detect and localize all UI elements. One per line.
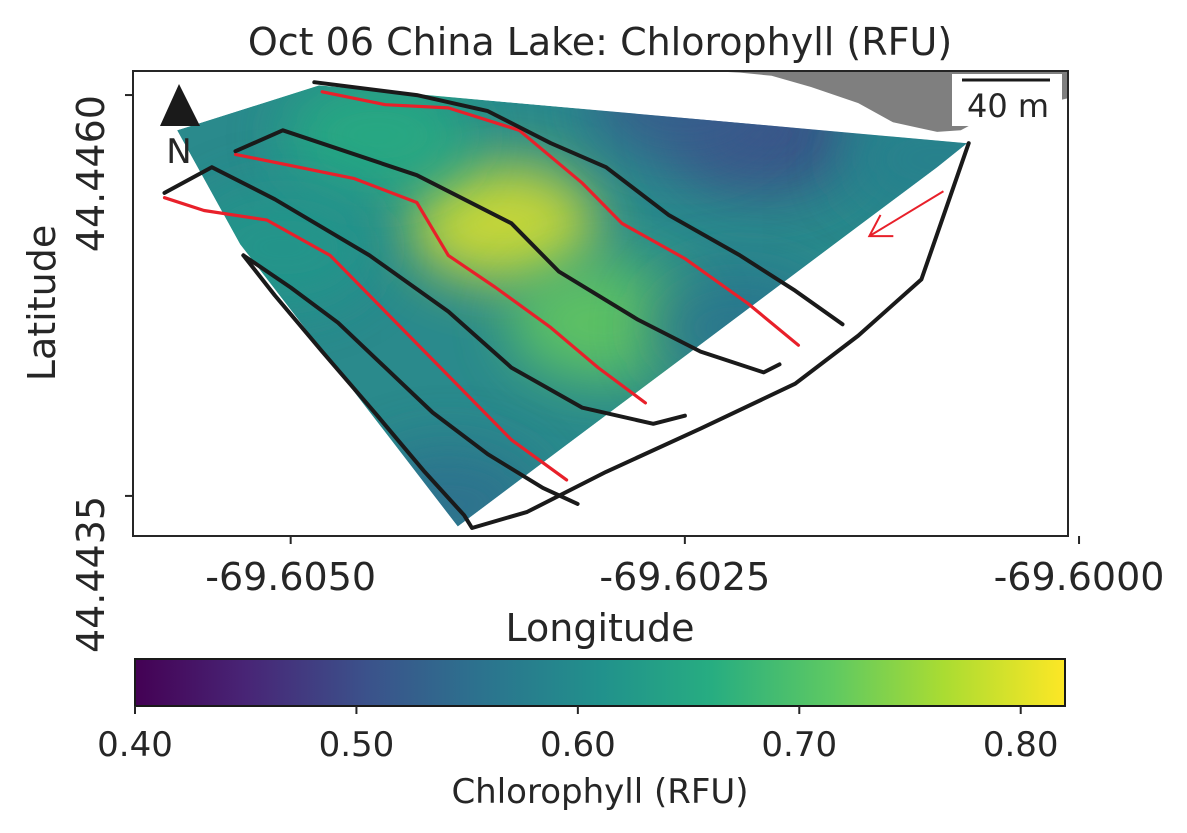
transect-black-7 <box>241 141 971 530</box>
chart-title: Oct 06 China Lake: Chlorophyll (RFU) <box>248 20 952 64</box>
direction-arrow-head <box>867 214 894 238</box>
transect-red-0 <box>320 90 801 347</box>
field-sample-2 <box>282 85 473 196</box>
field-sample-7 <box>353 443 544 527</box>
transect-black-1 <box>312 80 845 327</box>
x-axis-label: Longitude <box>506 606 695 650</box>
x-tick-label: -69.6025 <box>599 555 770 599</box>
transect-black-6 <box>241 253 580 506</box>
x-axis-ticks: -69.6050 -69.6025 -69.6000 <box>205 536 1164 599</box>
colorbar-gradient <box>134 658 1066 707</box>
y-tick-label: 44.4435 <box>69 496 113 653</box>
transect-black-3 <box>233 128 782 375</box>
colorbar-tick-label: 0.80 <box>983 725 1059 765</box>
transect-red-4 <box>162 196 569 482</box>
colorbar-tick-label: 0.60 <box>540 725 616 765</box>
y-tick-label: 44.4460 <box>69 95 113 252</box>
transect-red-2 <box>233 152 648 405</box>
colorbar-tick-label: 0.50 <box>319 725 395 765</box>
survey-transects <box>162 80 971 530</box>
transect-black-5 <box>162 165 687 426</box>
field-sample-8 <box>645 267 836 388</box>
colorbar: 0.40 0.50 0.60 0.70 0.80 Chlorophyll (RFU) <box>97 658 1066 812</box>
y-axis-ticks: 44.4435 44.4460 <box>69 94 133 653</box>
y-axis-label: Latitude <box>20 225 64 381</box>
direction-arrow-shaft <box>868 190 944 238</box>
north-arrow-label: N <box>166 132 191 172</box>
colorbar-tick-label: 0.40 <box>97 725 173 765</box>
x-tick-label: -69.6050 <box>205 555 376 599</box>
colorbar-tick-label: 0.70 <box>761 725 837 765</box>
colorbar-label: Chlorophyll (RFU) <box>451 772 748 812</box>
direction-arrow <box>867 190 944 238</box>
north-arrow-icon <box>160 84 200 126</box>
field-sample-1 <box>507 262 698 383</box>
colorbar-ticks: 0.40 0.50 0.60 0.70 0.80 <box>97 706 1059 765</box>
plot-area <box>162 71 1068 530</box>
x-tick-label: -69.6000 <box>994 555 1165 599</box>
scale-bar-box <box>952 74 1062 126</box>
plot-frame <box>132 70 1069 537</box>
scale-bar-label: 40 m <box>967 87 1049 125</box>
